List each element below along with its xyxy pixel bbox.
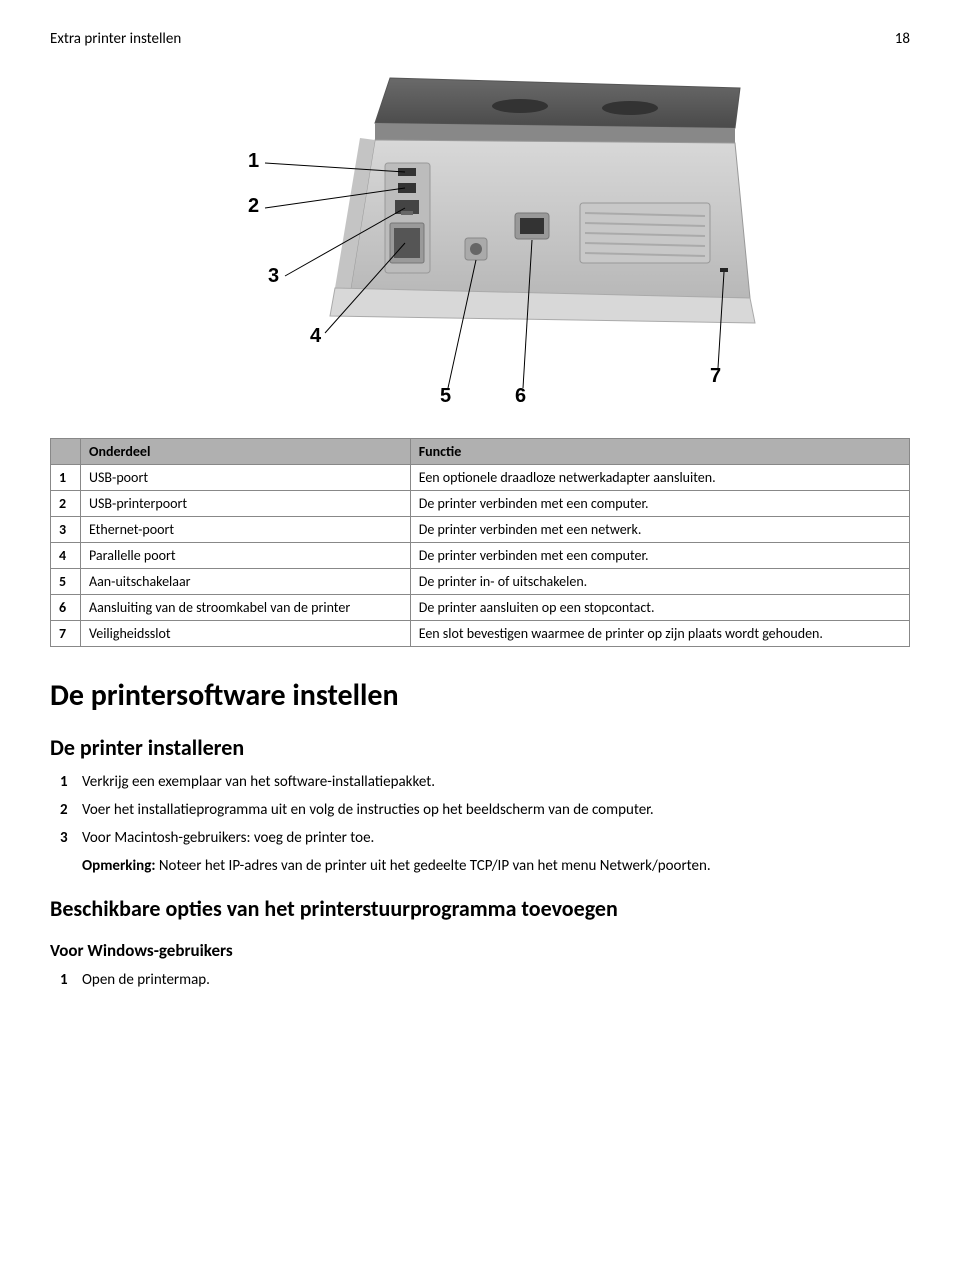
- cell-num: 2: [51, 491, 81, 517]
- install-note: Opmerking: Noteer het IP-adres van de pr…: [82, 857, 910, 875]
- step-text: Open de printermap.: [82, 971, 910, 989]
- step-number: 1: [60, 773, 82, 791]
- col-blank: [51, 439, 81, 465]
- windows-steps: 1 Open de printermap.: [60, 971, 910, 989]
- table-header-row: Onderdeel Functie: [51, 439, 910, 465]
- col-onderdeel: Onderdeel: [81, 439, 411, 465]
- cell-part: Veiligheidsslot: [81, 621, 411, 647]
- note-text: Noteer het IP-adres van de printer uit h…: [155, 857, 710, 875]
- cell-part: Aan-uitschakelaar: [81, 569, 411, 595]
- cell-num: 3: [51, 517, 81, 543]
- cell-num: 4: [51, 543, 81, 569]
- step: 1 Verkrijg een exemplaar van het softwar…: [60, 773, 910, 791]
- note-label: Opmerking:: [82, 857, 155, 875]
- heading-software: De printersoftware instellen: [50, 677, 910, 714]
- parts-table: Onderdeel Functie 1 USB-poort Een option…: [50, 438, 910, 647]
- heading-windows: Voor Windows-gebruikers: [50, 940, 910, 961]
- cell-func: Een slot bevestigen waarmee de printer o…: [410, 621, 909, 647]
- table-row: 4 Parallelle poort De printer verbinden …: [51, 543, 910, 569]
- cell-func: Een optionele draadloze netwerkadapter a…: [410, 465, 909, 491]
- diagram-label-5: 5: [440, 385, 451, 408]
- cell-num: 1: [51, 465, 81, 491]
- step: 2 Voer het installatieprogramma uit en v…: [60, 801, 910, 819]
- cell-num: 5: [51, 569, 81, 595]
- table-row: 7 Veiligheidsslot Een slot bevestigen wa…: [51, 621, 910, 647]
- cell-part: Parallelle poort: [81, 543, 411, 569]
- cell-func: De printer verbinden met een netwerk.: [410, 517, 909, 543]
- cell-part: Ethernet-poort: [81, 517, 411, 543]
- header-title: Extra printer instellen: [50, 30, 181, 48]
- cell-num: 7: [51, 621, 81, 647]
- step: 1 Open de printermap.: [60, 971, 910, 989]
- table-row: 5 Aan-uitschakelaar De printer in- of ui…: [51, 569, 910, 595]
- table-row: 2 USB-printerpoort De printer verbinden …: [51, 491, 910, 517]
- step-text: Verkrijg een exemplaar van het software-…: [82, 773, 910, 791]
- table-row: 3 Ethernet-poort De printer verbinden me…: [51, 517, 910, 543]
- diagram-label-1: 1: [248, 150, 259, 173]
- diagram-label-7: 7: [710, 365, 721, 388]
- cell-func: De printer verbinden met een computer.: [410, 491, 909, 517]
- diagram-label-3: 3: [268, 265, 279, 288]
- col-functie: Functie: [410, 439, 909, 465]
- step-number: 2: [60, 801, 82, 819]
- cell-num: 6: [51, 595, 81, 621]
- page-header: Extra printer instellen 18: [50, 30, 910, 48]
- table-row: 1 USB-poort Een optionele draadloze netw…: [51, 465, 910, 491]
- install-steps: 1 Verkrijg een exemplaar van het softwar…: [60, 773, 910, 875]
- heading-install: De printer installeren: [50, 734, 910, 761]
- heading-options: Beschikbare opties van het printerstuurp…: [50, 895, 910, 922]
- table-row: 6 Aansluiting van de stroomkabel van de …: [51, 595, 910, 621]
- cell-part: USB-printerpoort: [81, 491, 411, 517]
- step-text: Voer het installatieprogramma uit en vol…: [82, 801, 910, 819]
- cell-func: De printer in- of uitschakelen.: [410, 569, 909, 595]
- step-text: Voor Macintosh-gebruikers: voeg de print…: [82, 829, 910, 847]
- step: 3 Voor Macintosh-gebruikers: voeg de pri…: [60, 829, 910, 847]
- page-number: 18: [895, 30, 910, 48]
- diagram-label-2: 2: [248, 195, 259, 218]
- cell-part: Aansluiting van de stroomkabel van de pr…: [81, 595, 411, 621]
- cell-part: USB-poort: [81, 465, 411, 491]
- cell-func: De printer verbinden met een computer.: [410, 543, 909, 569]
- cell-func: De printer aansluiten op een stopcontact…: [410, 595, 909, 621]
- diagram-label-6: 6: [515, 385, 526, 408]
- step-number: 3: [60, 829, 82, 847]
- diagram-label-4: 4: [310, 325, 321, 348]
- step-number: 1: [60, 971, 82, 989]
- printer-svg: [180, 68, 780, 418]
- printer-diagram: 1 2 3 4 5 6 7: [180, 68, 780, 418]
